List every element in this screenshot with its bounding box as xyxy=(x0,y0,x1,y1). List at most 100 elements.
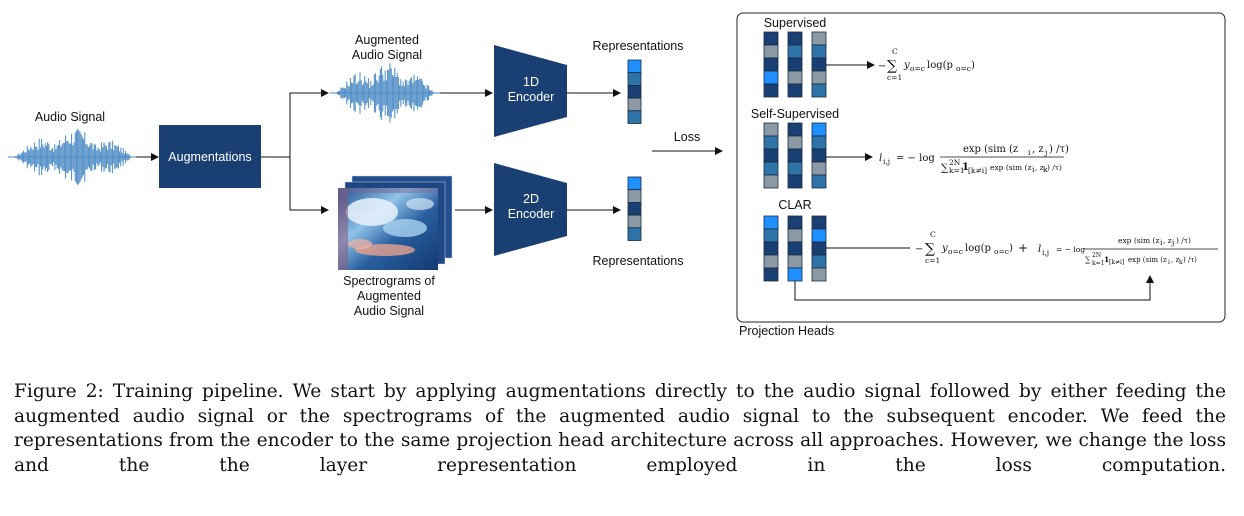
vector-cell xyxy=(787,228,803,243)
eq-ss-num-j: j xyxy=(1044,148,1047,157)
eq-clar-log-sub: o=c xyxy=(994,247,1009,256)
eq-clar-close: ) xyxy=(1009,243,1013,254)
eq-clar-num: exp (sim (z xyxy=(1118,236,1159,245)
vector-cell xyxy=(811,267,827,282)
eq-clar-den-close: ) /τ) xyxy=(1183,256,1197,264)
vector-cell xyxy=(763,161,779,176)
self-supervised-layer-1 xyxy=(763,122,779,189)
vector-cell xyxy=(787,215,803,230)
vector-cell xyxy=(811,254,827,269)
eq-sup-minus: − xyxy=(878,61,886,72)
vector-cell xyxy=(763,44,779,59)
vector-cell xyxy=(787,254,803,269)
vector-cell xyxy=(787,44,803,59)
self-supervised-layer-2 xyxy=(787,122,803,189)
vector-cell xyxy=(627,97,642,112)
eq-clar-sum: ∑ xyxy=(925,241,935,257)
vector-cell xyxy=(787,122,803,137)
eq-clar-minus: − xyxy=(915,244,923,255)
eq-ss-l: l xyxy=(879,153,882,164)
vector-cell xyxy=(787,135,803,150)
clar-nt-equation: l i,j = − log exp (sim (z i , z j ) /τ) … xyxy=(1038,236,1218,267)
eq-sup-close: ) xyxy=(971,60,975,71)
augmented-audio-waveform xyxy=(330,63,440,123)
eq-ss-den-sep: , z xyxy=(1035,163,1044,172)
eq-clar-l: l xyxy=(1038,244,1041,255)
vector-cell xyxy=(763,148,779,163)
vector-cell xyxy=(763,31,779,46)
audio-signal-waveform xyxy=(8,128,138,186)
vector-cell xyxy=(627,110,642,124)
training-pipeline-figure: Audio Signal Augmentations Augmented Aud… xyxy=(8,12,1226,338)
vector-cell xyxy=(811,122,827,137)
eq-ss-num-close: ) /τ) xyxy=(1049,144,1069,155)
self-supervised-label: Self-Supervised xyxy=(751,107,839,121)
eq-ss-den-top: 2N xyxy=(949,158,961,167)
supervised-layer-2 xyxy=(787,31,803,98)
figure-caption: Figure 2: Training pipeline. We start by… xyxy=(14,381,1226,476)
eq-clar-num-i: i xyxy=(1160,238,1163,247)
eq-clar-den-top: 2N xyxy=(1092,252,1101,259)
vector-cell xyxy=(763,174,779,189)
vector-cell xyxy=(787,70,803,85)
vector-cell xyxy=(787,31,803,46)
vector-cell xyxy=(811,70,827,85)
loss-label: Loss xyxy=(674,130,700,144)
vector-cell xyxy=(627,59,642,74)
eq-clar-num-j: j xyxy=(1171,238,1174,247)
eq-ss-den-i: i xyxy=(1032,165,1035,174)
vector-cell xyxy=(763,83,779,98)
clar-label: CLAR xyxy=(778,198,811,212)
vector-cell xyxy=(811,148,827,163)
vector-cell xyxy=(787,241,803,256)
supervised-layer-3 xyxy=(811,31,827,98)
vector-cell xyxy=(627,227,642,241)
eq-sup-y: y xyxy=(903,60,910,71)
eq-sup-sum-top: C xyxy=(892,47,898,56)
eq-clar-den-bottom: k=1 xyxy=(1092,260,1104,267)
eq-clar-den-sep: , z xyxy=(1171,256,1179,264)
vector-cell xyxy=(787,57,803,72)
vector-cell xyxy=(811,83,827,98)
augmentations-box xyxy=(159,125,261,188)
vector-cell xyxy=(627,201,642,216)
spectrogram-stack xyxy=(338,175,453,270)
eq-ss-den-sum: ∑ xyxy=(941,163,949,174)
self-supervised-equation: l i,j = − log exp (sim (z i , z j ) /τ) … xyxy=(879,144,1069,175)
vector-cell xyxy=(627,85,642,99)
eq-clar-num-close: ) /τ) xyxy=(1176,236,1191,245)
vector-cell xyxy=(763,215,779,230)
vector-cell xyxy=(763,241,779,256)
eq-clar-plus: + xyxy=(1018,241,1028,255)
clar-layer-2 xyxy=(787,215,803,282)
eq-sup-log-sub: o=c xyxy=(956,64,971,73)
eq-clar-sum-top: C xyxy=(930,230,936,239)
eq-clar-log: log(p xyxy=(965,243,991,254)
vector-cell xyxy=(811,228,827,243)
vector-cell xyxy=(811,174,827,189)
vector-cell xyxy=(763,135,779,150)
eq-clar-y-sub: o=c xyxy=(948,247,963,256)
supervised-label: Supervised xyxy=(764,16,827,30)
eq-sup-sum: ∑ xyxy=(887,58,897,74)
vector-cell xyxy=(787,161,803,176)
projection-heads-label: Projection Heads xyxy=(739,324,834,338)
encoder-2d-label-line2: Encoder xyxy=(508,207,555,221)
eq-ss-num-sep: , z xyxy=(1032,144,1044,155)
representation-vector-top xyxy=(627,59,642,124)
vector-cell xyxy=(763,57,779,72)
clar-ce-equation: − C ∑ c=1 y o=c log(p o=c ) xyxy=(915,230,1013,265)
vector-cell xyxy=(627,176,642,191)
encoder-2d xyxy=(494,163,567,256)
encoder-1d-label-line1: 1D xyxy=(523,75,539,89)
arrow-to-spectrogram xyxy=(289,157,329,214)
representation-vector-bottom xyxy=(627,176,642,241)
encoder-1d-label-line2: Encoder xyxy=(508,90,555,104)
vector-cell xyxy=(811,215,827,230)
encoder-2d-label-line1: 2D xyxy=(523,192,539,206)
vector-cell xyxy=(763,70,779,85)
vector-cell xyxy=(811,44,827,59)
arrow-to-augmented-audio xyxy=(261,89,329,158)
clar-layer-3 xyxy=(811,215,827,282)
